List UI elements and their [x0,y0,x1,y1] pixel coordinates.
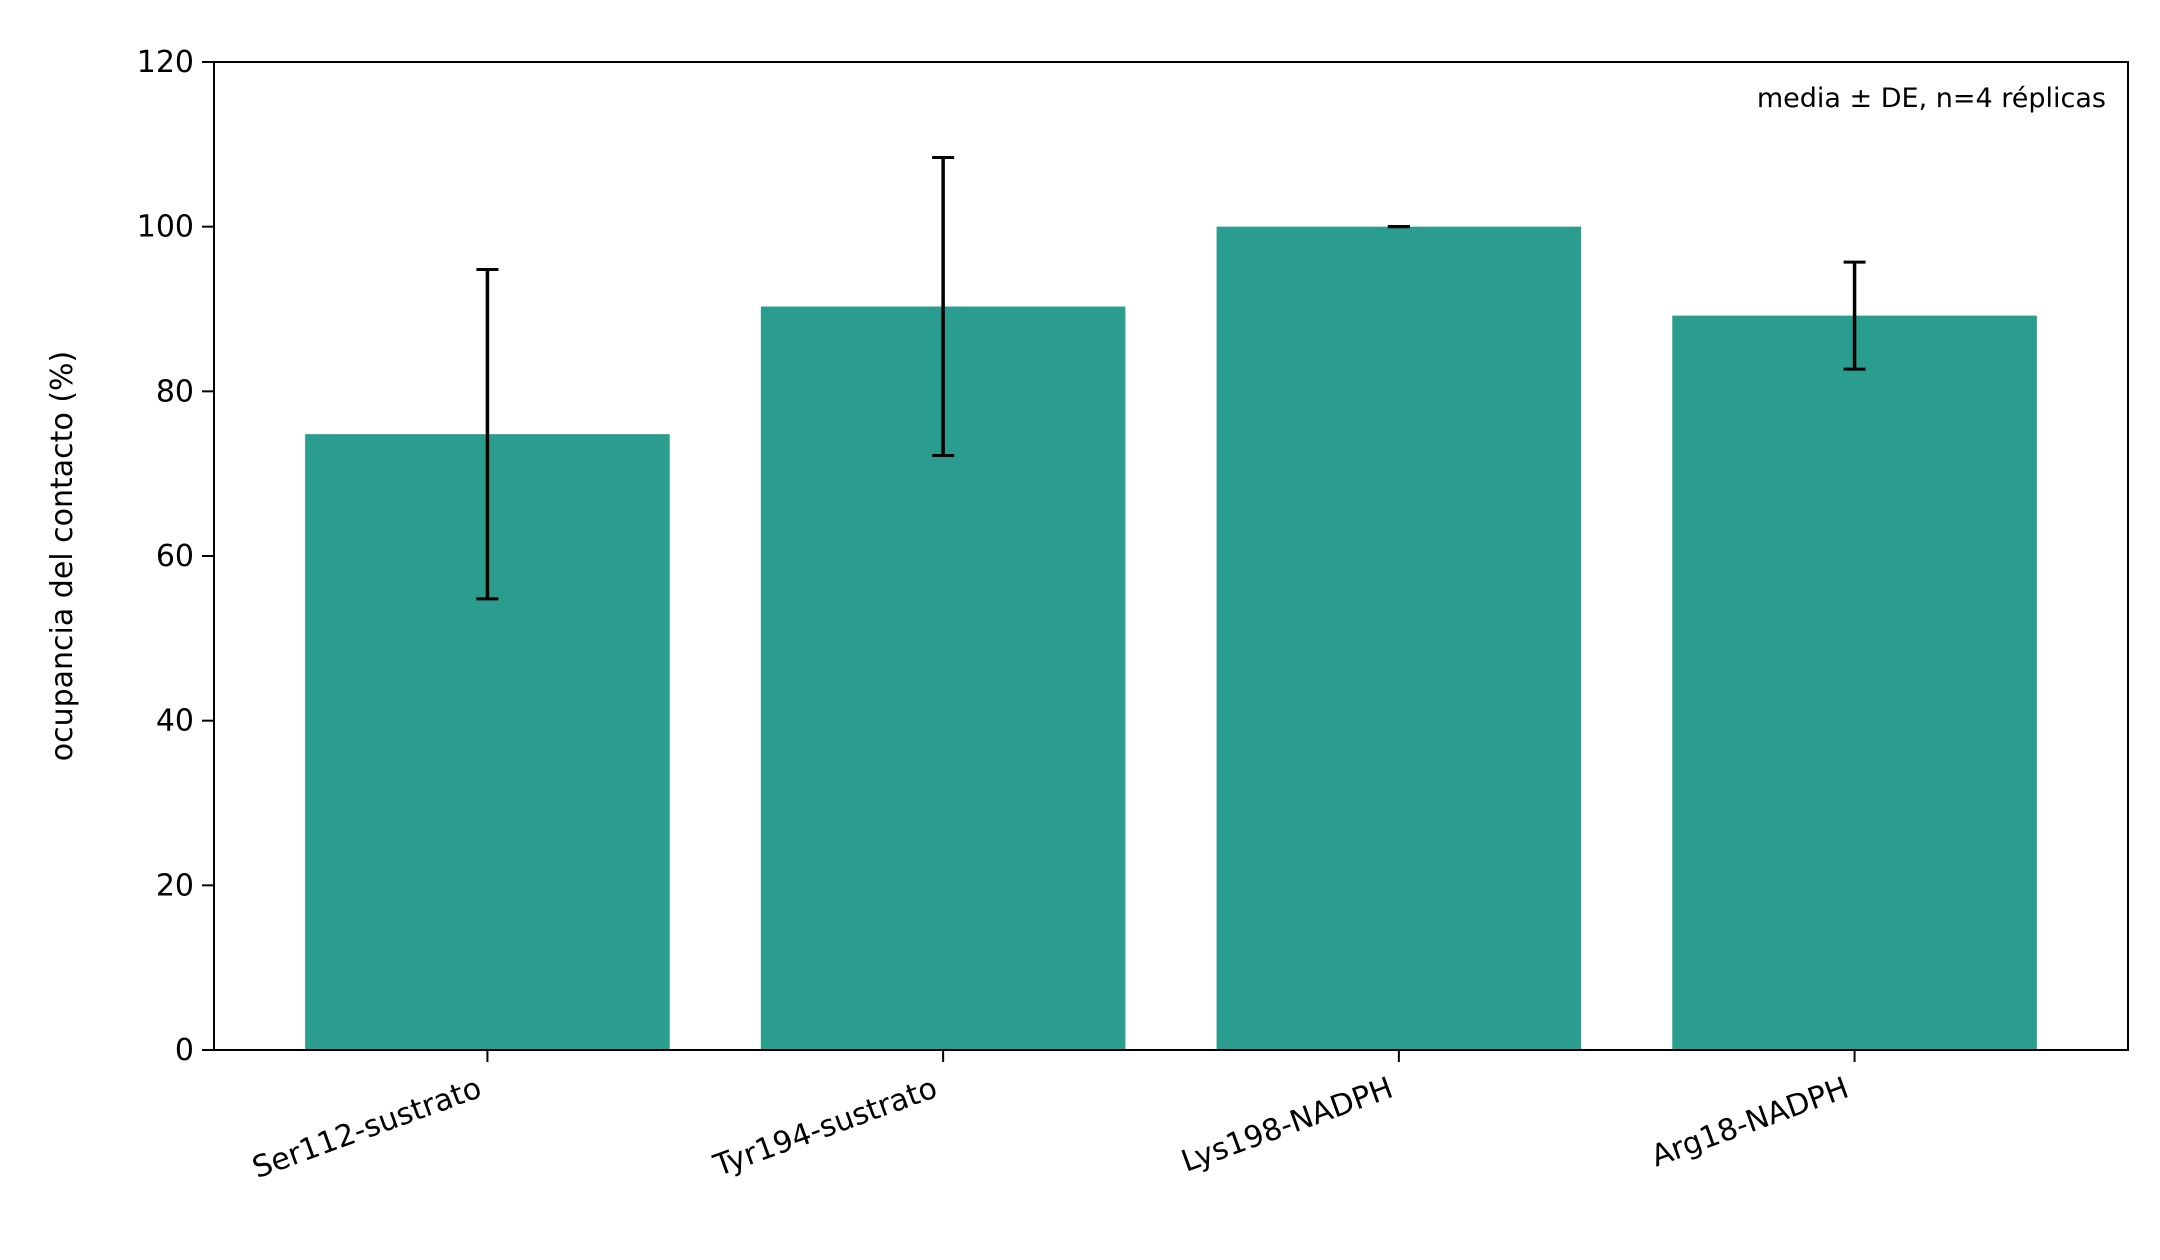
y-tick-label: 60 [156,539,194,574]
error-bar-tyr194-sustrato [932,156,955,458]
y-tick-label: 120 [137,45,194,80]
x-tick-label: Lys198-NADPH [1177,1071,1398,1180]
y-axis: 0 20 40 60 80 100 120 [137,45,214,1068]
bar-arg18-nadph [1672,315,2037,1050]
y-tick-label: 20 [156,868,194,903]
error-bar-ser112-sustrato [476,267,499,601]
x-tick-label: Ser112-sustrato [248,1071,486,1186]
y-tick-label: 80 [156,374,194,409]
y-tick-label: 100 [137,210,194,245]
y-axis-label: ocupancia del contacto (%) [45,351,80,762]
x-tick-label: Tyr194-sustrato [708,1071,941,1185]
bar-lys198-nadph [1216,226,1582,1050]
y-tick-label: 0 [175,1033,194,1068]
x-tick-label: Arg18-NADPH [1647,1071,1854,1175]
error-bars-group [476,156,1866,601]
annotation-text: media ± DE, n=4 réplicas [1757,83,2106,114]
bars-group [305,226,2037,1050]
x-axis: Ser112-sustrato Tyr194-sustrato Lys198-NAD… [248,1050,1856,1186]
error-bar-arg18-nadph [1843,260,1866,371]
y-tick-label: 40 [156,704,194,739]
